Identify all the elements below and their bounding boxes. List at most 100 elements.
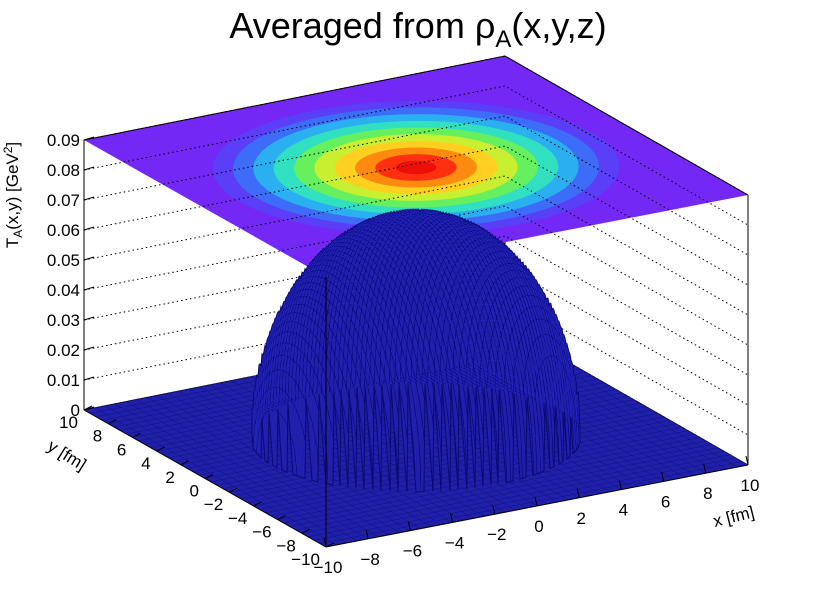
dome-mesh-line: [313, 266, 580, 489]
z-tick-label: 0.07: [47, 191, 80, 210]
y-tick-mark: [83, 405, 93, 411]
y-tick-mark: [277, 515, 286, 521]
x-tick-mark: [576, 488, 580, 498]
z-tick-mark: [83, 316, 95, 321]
dome-mesh-line: [252, 212, 529, 448]
z-tick-mark: [83, 226, 95, 231]
x-tick-label: 8: [703, 484, 712, 503]
dome-mesh-line: [345, 373, 580, 492]
y-tick-label: 10: [59, 413, 78, 432]
contour-ring-10: [395, 160, 437, 175]
dome-mesh-line: [252, 236, 507, 436]
z-axis-label: TA(x,y) [GeV2]: [1, 142, 25, 248]
x-tick-mark: [618, 480, 622, 490]
dome-mesh-line: [252, 338, 480, 421]
y-tick-label: 2: [165, 468, 174, 487]
dome-mesh-line: [252, 251, 500, 432]
y-tick-label: 0: [190, 482, 199, 501]
x-tick-mark: [450, 513, 454, 523]
dome-mesh-line: [252, 280, 490, 426]
z-tick-label: 0.03: [47, 311, 80, 330]
y-tick-mark: [132, 432, 141, 438]
z-tick-mark: [83, 166, 95, 171]
z-tick-mark: [83, 196, 95, 201]
dome-mesh-line: [301, 244, 580, 483]
x-axis-label: x [fm]: [711, 502, 756, 530]
y-tick-label: −8: [276, 536, 295, 555]
dome-mesh-line: [252, 264, 495, 429]
y-tick-label: 6: [117, 440, 126, 459]
x-tick-label: 10: [741, 476, 760, 495]
dome-outline: [251, 208, 581, 493]
dome-mesh-line: [272, 213, 560, 466]
y-tick-label: −6: [252, 523, 271, 542]
z-tick-label: 0.08: [47, 161, 80, 180]
x-tick-mark: [365, 529, 369, 539]
x-axis-ticks: −10 −8 −6 −4 −2 0 2 4 6 8 10: [314, 455, 760, 577]
x-tick-mark: [323, 537, 327, 548]
y-tick-label: 4: [141, 454, 150, 473]
dome-mesh-line: [267, 211, 555, 463]
dome-mesh-line: [318, 277, 580, 492]
y-tick-mark: [325, 542, 335, 548]
y-tick-mark: [228, 487, 238, 493]
x-tick-label: −4: [445, 533, 464, 552]
x-tick-label: −8: [361, 550, 380, 569]
y-tick-label: −2: [204, 495, 223, 514]
z-tick-mark: [83, 346, 95, 351]
y-tick-mark: [180, 460, 190, 466]
y-tick-mark: [253, 501, 262, 507]
z-tick-mark: [83, 256, 95, 261]
dome-mesh-line: [252, 302, 485, 424]
dome-mesh-line: [269, 212, 558, 465]
y-tick-mark: [301, 528, 311, 534]
z-tick-label: 0.02: [47, 341, 80, 360]
x-tick-mark: [492, 505, 496, 515]
x-tick-label: 6: [661, 492, 670, 511]
dome-mesh-line: [316, 272, 580, 491]
x-tick-label: −6: [403, 542, 422, 561]
x-tick-label: 2: [576, 509, 585, 528]
dome-mesh-line: [252, 271, 492, 428]
z-tick-mark: [83, 376, 95, 381]
dome-mesh-line: [320, 283, 580, 492]
dome-mesh-line: [352, 428, 580, 492]
z-tick-label: 0.09: [47, 131, 80, 150]
y-tick-label: −10: [291, 550, 320, 569]
z-axis-ticks: 0 0.01 0.02 0.03 0.04 0.05 0.06 0.07 0.08 0.09: [47, 131, 95, 420]
x-tick-label: 4: [619, 501, 628, 520]
z-tick-label: 0.06: [47, 221, 80, 240]
dome-body: [252, 209, 580, 492]
x-tick-label: 0: [534, 517, 543, 536]
chart-title: Averaged from ρA(x,y,z): [229, 5, 606, 53]
y-tick-mark: [107, 419, 117, 425]
z-tick-mark: [83, 136, 95, 141]
x-tick-mark: [703, 464, 707, 474]
dome-mesh-line: [252, 240, 504, 435]
dome-mesh-line: [265, 210, 553, 462]
x-tick-mark: [661, 472, 665, 482]
dome-mesh-line: [252, 290, 487, 425]
x-tick-mark: [407, 521, 411, 531]
y-tick-mark: [156, 446, 165, 452]
z-tick-label: 0: [71, 401, 80, 420]
dome-mesh-line: [252, 245, 502, 433]
dome-mesh-line: [347, 387, 580, 492]
x-tick-mark: [534, 496, 538, 507]
y-axis-label: y [fm]: [44, 436, 89, 474]
y-tick-mark: [204, 474, 214, 479]
top-plane-edge: [83, 55, 749, 196]
z-tick-label: 0.04: [47, 281, 80, 300]
y-tick-label: 8: [93, 427, 102, 446]
dome-mesh-line: [252, 257, 497, 431]
dome-mesh-line: [252, 317, 483, 422]
y-tick-label: −4: [228, 509, 247, 528]
x-tick-label: −10: [314, 558, 343, 577]
z-tick-label: 0.01: [47, 371, 80, 390]
colz-projection-plane: [83, 55, 749, 277]
x-tick-mark: [745, 455, 749, 466]
x-tick-label: −2: [487, 525, 506, 544]
